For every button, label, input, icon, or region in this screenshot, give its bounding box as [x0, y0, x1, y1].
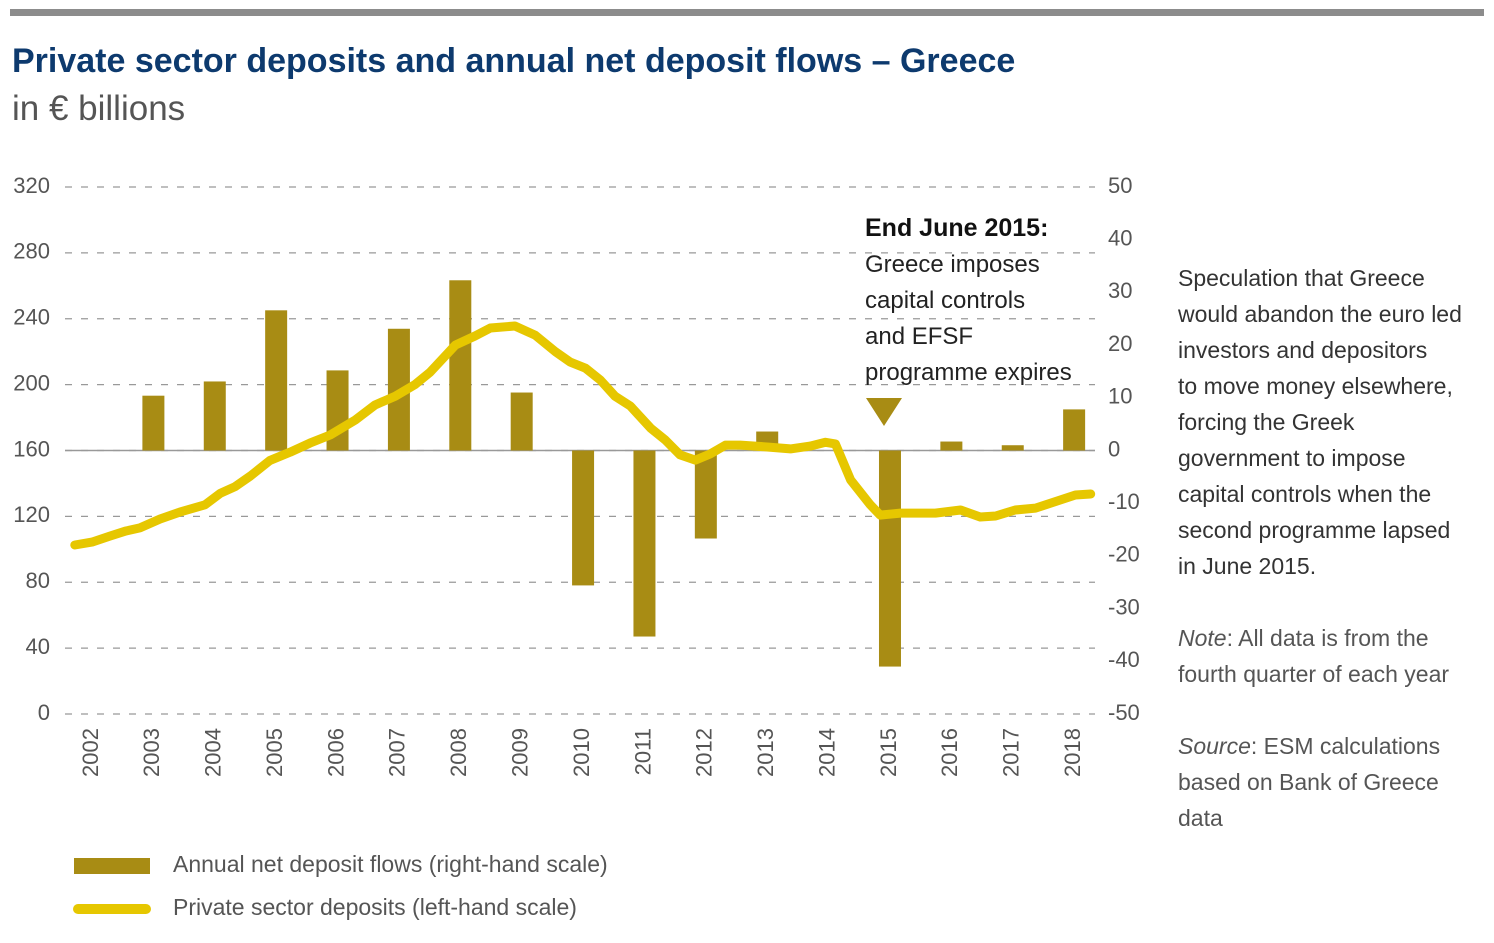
y-tick-label: 120	[13, 502, 50, 527]
annotation-title: End June 2015:	[865, 214, 1048, 242]
source-text: : ESM calculations	[1251, 733, 1440, 759]
sidebar-source: data	[1178, 805, 1223, 831]
sidebar-text: second programme lapsed	[1178, 517, 1450, 543]
x-tick-label: 2015	[876, 728, 901, 777]
y2-tick-label: -20	[1108, 542, 1140, 567]
sidebar-text: government to impose	[1178, 445, 1406, 471]
annotation-text: programme expires	[865, 359, 1072, 386]
x-tick-label: 2011	[630, 728, 655, 775]
note-text: : All data is from the	[1227, 625, 1429, 651]
sidebar-text: investors and depositors	[1178, 337, 1427, 363]
y-tick-label: 240	[13, 305, 50, 330]
chart-title: Private sector deposits and annual net d…	[12, 42, 1015, 80]
bar	[1063, 409, 1086, 451]
y-tick-label: 0	[38, 700, 50, 725]
y2-tick-label: -10	[1108, 489, 1140, 514]
y2-tick-label: 10	[1108, 384, 1132, 409]
legend-label: Annual net deposit flows (right-hand sca…	[173, 851, 608, 877]
y2-tick-label: -50	[1108, 700, 1140, 725]
bar	[265, 310, 288, 451]
x-tick-label: 2016	[937, 728, 962, 777]
x-tick-label: 2007	[385, 728, 410, 777]
sidebar-text: would abandon the euro led	[1177, 301, 1462, 327]
sidebar-note: Note: All data is from the	[1178, 625, 1429, 651]
x-tick-label: 2009	[507, 728, 532, 777]
bar	[572, 450, 595, 586]
y-tick-label: 200	[13, 370, 50, 395]
bar	[449, 280, 472, 451]
x-tick-label: 2008	[446, 728, 471, 777]
x-tick-label: 2018	[1060, 728, 1085, 777]
x-tick-label: 2006	[323, 728, 348, 777]
y2-tick-label: 30	[1108, 278, 1132, 303]
sidebar-text: Speculation that Greece	[1178, 265, 1425, 291]
sidebar-text: to move money elsewhere,	[1178, 373, 1453, 399]
annotation-text: Greece imposes	[865, 251, 1040, 278]
y-tick-label: 160	[13, 436, 50, 461]
sidebar-note: fourth quarter of each year	[1178, 661, 1449, 687]
y-tick-label: 80	[26, 568, 50, 593]
x-tick-label: 2003	[139, 728, 164, 777]
chart-subtitle: in € billions	[12, 89, 185, 128]
y-tick-label: 320	[13, 173, 50, 198]
x-tick-label: 2004	[201, 728, 226, 777]
y-tick-label: 40	[26, 634, 50, 659]
y2-tick-label: 40	[1108, 226, 1132, 251]
bar	[1001, 445, 1024, 451]
x-tick-label: 2012	[692, 728, 717, 777]
bar	[633, 450, 656, 637]
bar	[510, 392, 533, 451]
x-tick-label: 2010	[569, 728, 594, 777]
x-tick-label: 2005	[262, 728, 287, 777]
annotation-marker	[866, 398, 902, 426]
x-tick-label: 2014	[814, 728, 839, 777]
sidebar-source: based on Bank of Greece	[1178, 769, 1439, 795]
bar	[203, 381, 226, 451]
bar	[878, 450, 901, 667]
sidebar-source: Source: ESM calculations	[1178, 733, 1440, 759]
line	[70, 321, 1096, 550]
y2-tick-label: 0	[1108, 436, 1120, 461]
source-label: Source	[1178, 733, 1251, 759]
x-tick-label: 2002	[78, 728, 103, 777]
x-tick-label: 2013	[753, 728, 778, 777]
y2-tick-label: 50	[1108, 173, 1132, 198]
y2-tick-label: -40	[1108, 647, 1140, 672]
bar	[694, 450, 717, 539]
sidebar-text: in June 2015.	[1178, 553, 1316, 579]
bar	[142, 395, 165, 451]
sidebar-text: forcing the Greek	[1178, 409, 1355, 435]
annotation-text: capital controls	[865, 287, 1025, 314]
top-rule	[10, 9, 1484, 16]
x-tick-label: 2017	[999, 728, 1024, 777]
bar	[940, 441, 963, 451]
sidebar-text: capital controls when the	[1178, 481, 1431, 507]
legend-label: Private sector deposits (left-hand scale…	[173, 894, 577, 920]
y2-tick-label: -30	[1108, 594, 1140, 619]
y-tick-label: 280	[13, 239, 50, 264]
y2-tick-label: 20	[1108, 331, 1132, 356]
annotation-text: and EFSF	[865, 323, 973, 350]
note-label: Note	[1178, 625, 1227, 651]
legend-swatch	[74, 858, 150, 874]
